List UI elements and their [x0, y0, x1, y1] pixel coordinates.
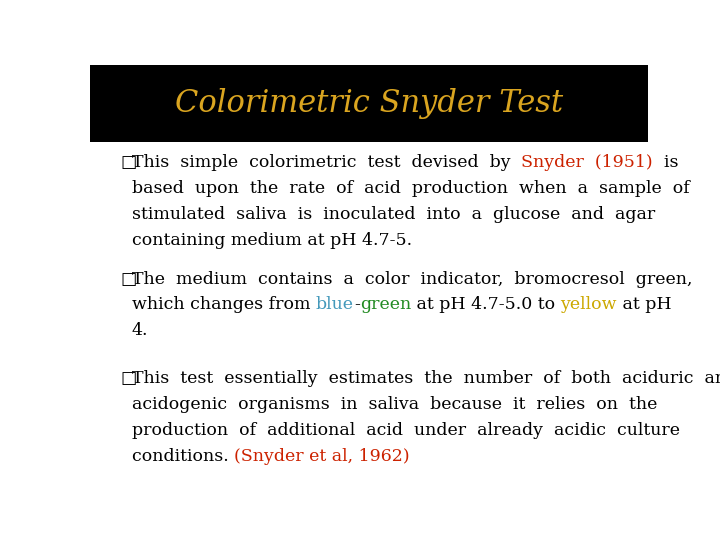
Text: conditions.: conditions.: [132, 448, 234, 465]
Text: yellow: yellow: [561, 296, 617, 313]
Text: (Snyder et al, 1962): (Snyder et al, 1962): [234, 448, 410, 465]
Text: production  of  additional  acid  under  already  acidic  culture: production of additional acid under alre…: [132, 422, 680, 439]
Text: acidogenic  organisms  in  saliva  because  it  relies  on  the: acidogenic organisms in saliva because i…: [132, 396, 657, 413]
Text: based  upon  the  rate  of  acid  production  when  a  sample  of: based upon the rate of acid production w…: [132, 180, 690, 197]
Text: 4.: 4.: [132, 322, 148, 339]
Text: □: □: [121, 370, 137, 387]
Text: Snyder  (1951): Snyder (1951): [521, 154, 653, 171]
Text: □: □: [121, 154, 137, 171]
Text: -: -: [354, 296, 360, 313]
Text: which changes from: which changes from: [132, 296, 316, 313]
Text: stimulated  saliva  is  inoculated  into  a  glucose  and  agar: stimulated saliva is inoculated into a g…: [132, 206, 655, 223]
Text: is: is: [653, 154, 678, 171]
Text: at pH: at pH: [617, 296, 672, 313]
Text: at pH 4.7-5.0 to: at pH 4.7-5.0 to: [411, 296, 561, 313]
Text: containing medium at pH 4.7-5.: containing medium at pH 4.7-5.: [132, 232, 412, 248]
Text: This  test  essentially  estimates  the  number  of  both  aciduric  and: This test essentially estimates the numb…: [132, 370, 720, 387]
Text: blue: blue: [316, 296, 354, 313]
Text: The  medium  contains  a  color  indicator,  bromocresol  green,: The medium contains a color indicator, b…: [132, 271, 693, 288]
Text: green: green: [360, 296, 411, 313]
Text: Colorimetric Snyder Test: Colorimetric Snyder Test: [175, 88, 563, 119]
Bar: [90, 65, 648, 142]
Text: □: □: [121, 271, 137, 288]
Text: This  simple  colorimetric  test  devised  by: This simple colorimetric test devised by: [132, 154, 521, 171]
